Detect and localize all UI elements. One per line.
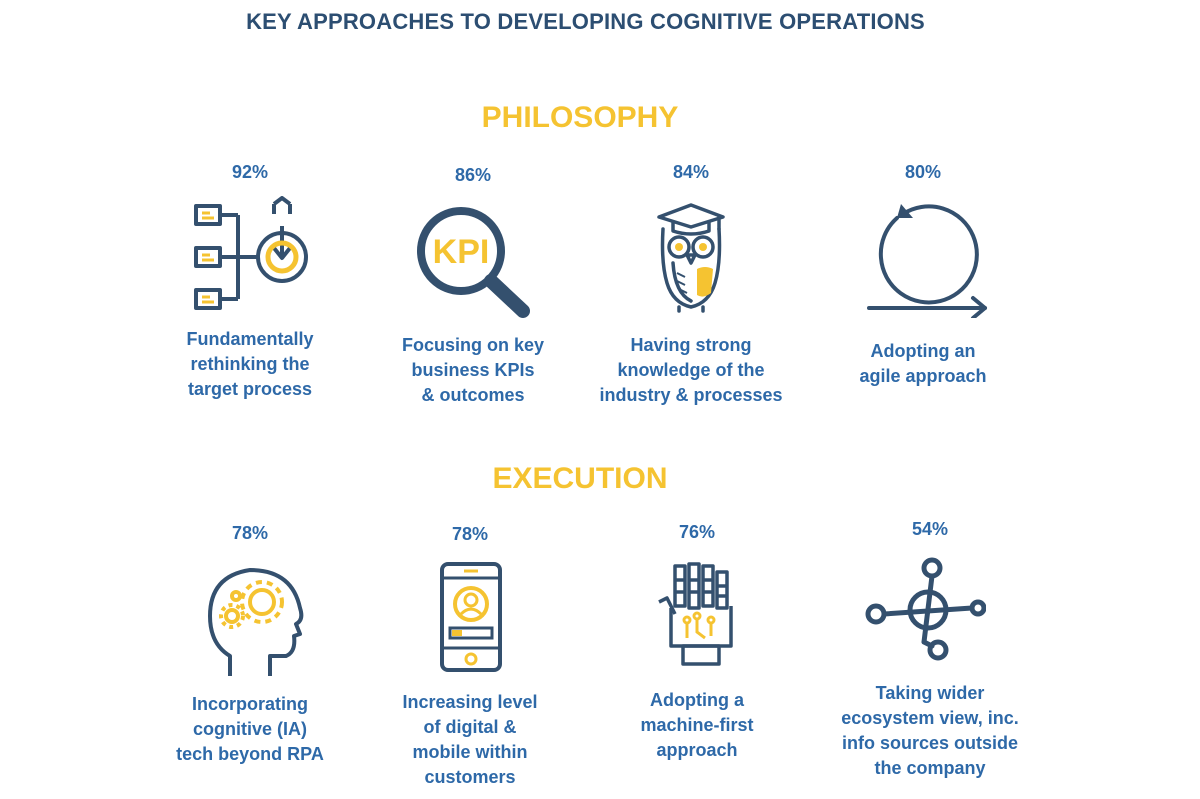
kpi-magnifier-icon: KPI <box>417 207 530 318</box>
approach-percent: 86% <box>454 165 492 185</box>
approach-label: Incorporating cognitive (IA) tech beyond… <box>176 694 324 764</box>
approach-label: Having strong knowledge of the industry … <box>599 335 783 405</box>
robot-hand-icon <box>658 562 733 666</box>
approach-label: Increasing level of digital & mobile wit… <box>402 692 538 787</box>
kpi-text: KPI <box>433 233 490 271</box>
approach-percent: 84% <box>672 162 710 182</box>
approach-percent: 92% <box>231 162 269 182</box>
approach-label: Adopting an agile approach <box>859 341 987 386</box>
approach-label: Taking wider ecosystem view, inc. info s… <box>841 683 1019 778</box>
cognitive-head-icon <box>208 568 304 676</box>
approach-label: Fundamentally rethinking the target proc… <box>186 329 314 399</box>
mobile-phone-icon <box>440 562 502 672</box>
graduate-owl-icon <box>657 203 725 313</box>
section-heading-philosophy: PHILOSOPHY <box>481 101 679 134</box>
page-title: KEY APPROACHES TO DEVELOPING COGNITIVE O… <box>246 9 925 34</box>
approach-percent: 78% <box>451 524 489 544</box>
target-process-icon <box>194 196 308 310</box>
ecosystem-network-icon <box>865 557 986 661</box>
approach-label: Focusing on key business KPIs & outcomes <box>401 335 545 405</box>
approach-percent: 78% <box>231 523 269 543</box>
section-heading-execution: EXECUTION <box>492 462 668 495</box>
approach-label: Adopting a machine-first approach <box>640 690 754 760</box>
approach-percent: 76% <box>678 522 716 542</box>
approach-percent: 80% <box>904 162 942 182</box>
approach-percent: 54% <box>911 519 949 539</box>
agile-cycle-icon <box>867 204 987 318</box>
